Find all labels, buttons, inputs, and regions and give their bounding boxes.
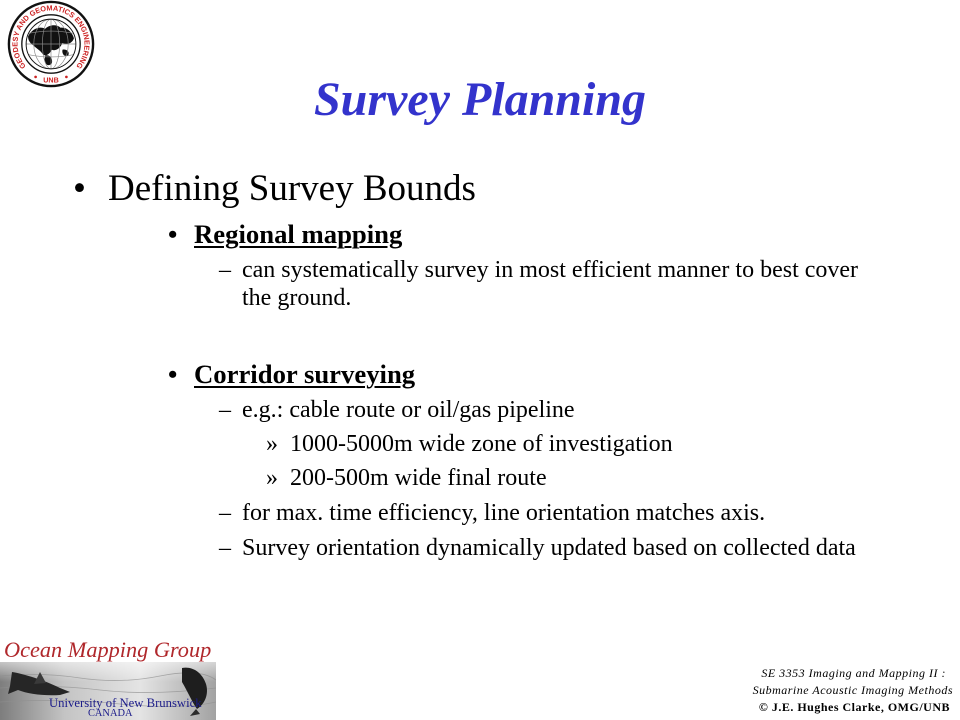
dash-marker: – (219, 257, 231, 283)
chevron-marker: » (266, 465, 278, 491)
ocean-mapping-group-banner (0, 662, 216, 720)
logo-star-left (34, 75, 37, 79)
dash-text: for max. time efficiency, line orientati… (242, 500, 766, 526)
university-name: University of New Brunswick (49, 696, 202, 710)
dash-marker: – (219, 535, 231, 561)
sub-bullet-heading: Regional mapping (194, 219, 403, 249)
course-title: SE 3353 Imaging and Mapping II : (761, 666, 946, 680)
bullet-text: Defining Survey Bounds (108, 168, 476, 209)
logo-bottom-text: UNB (43, 77, 59, 85)
course-subtitle: Submarine Acoustic Imaging Methods (752, 683, 953, 697)
dash-marker: – (219, 397, 231, 423)
sub-bullet-heading: Corridor surveying (194, 359, 416, 389)
unb-geodesy-logo: GEODESY AND GEOMATICS ENGINEERING UNB (7, 0, 95, 88)
copyright-notice: © J.E. Hughes Clarke, OMG/UNB (758, 700, 950, 714)
towfish-fin (34, 672, 46, 684)
logo-star-right (65, 75, 68, 79)
dash-text: e.g.: cable route or oil/gas pipeline (242, 397, 575, 423)
dash-text: the ground. (242, 285, 352, 311)
chevron-text: 1000-5000m wide zone of investigation (290, 431, 673, 457)
bullet-marker: • (73, 168, 86, 209)
ocean-mapping-group-name: Ocean Mapping Group (4, 637, 212, 662)
seal-silhouette (182, 667, 207, 709)
dash-text: can systematically survey in most effici… (242, 257, 859, 283)
chevron-text: 200-500m wide final route (290, 465, 547, 491)
sub-bullet-marker: • (168, 359, 178, 389)
globe-icon (26, 19, 76, 69)
dash-text: Survey orientation dynamically updated b… (242, 535, 856, 561)
sub-bullet-marker: • (168, 219, 178, 249)
country-name: CANADA (88, 708, 133, 719)
dash-marker: – (219, 500, 231, 526)
towfish-silhouette (8, 672, 70, 696)
page-title: Survey Planning (313, 73, 647, 126)
chevron-marker: » (266, 431, 278, 457)
